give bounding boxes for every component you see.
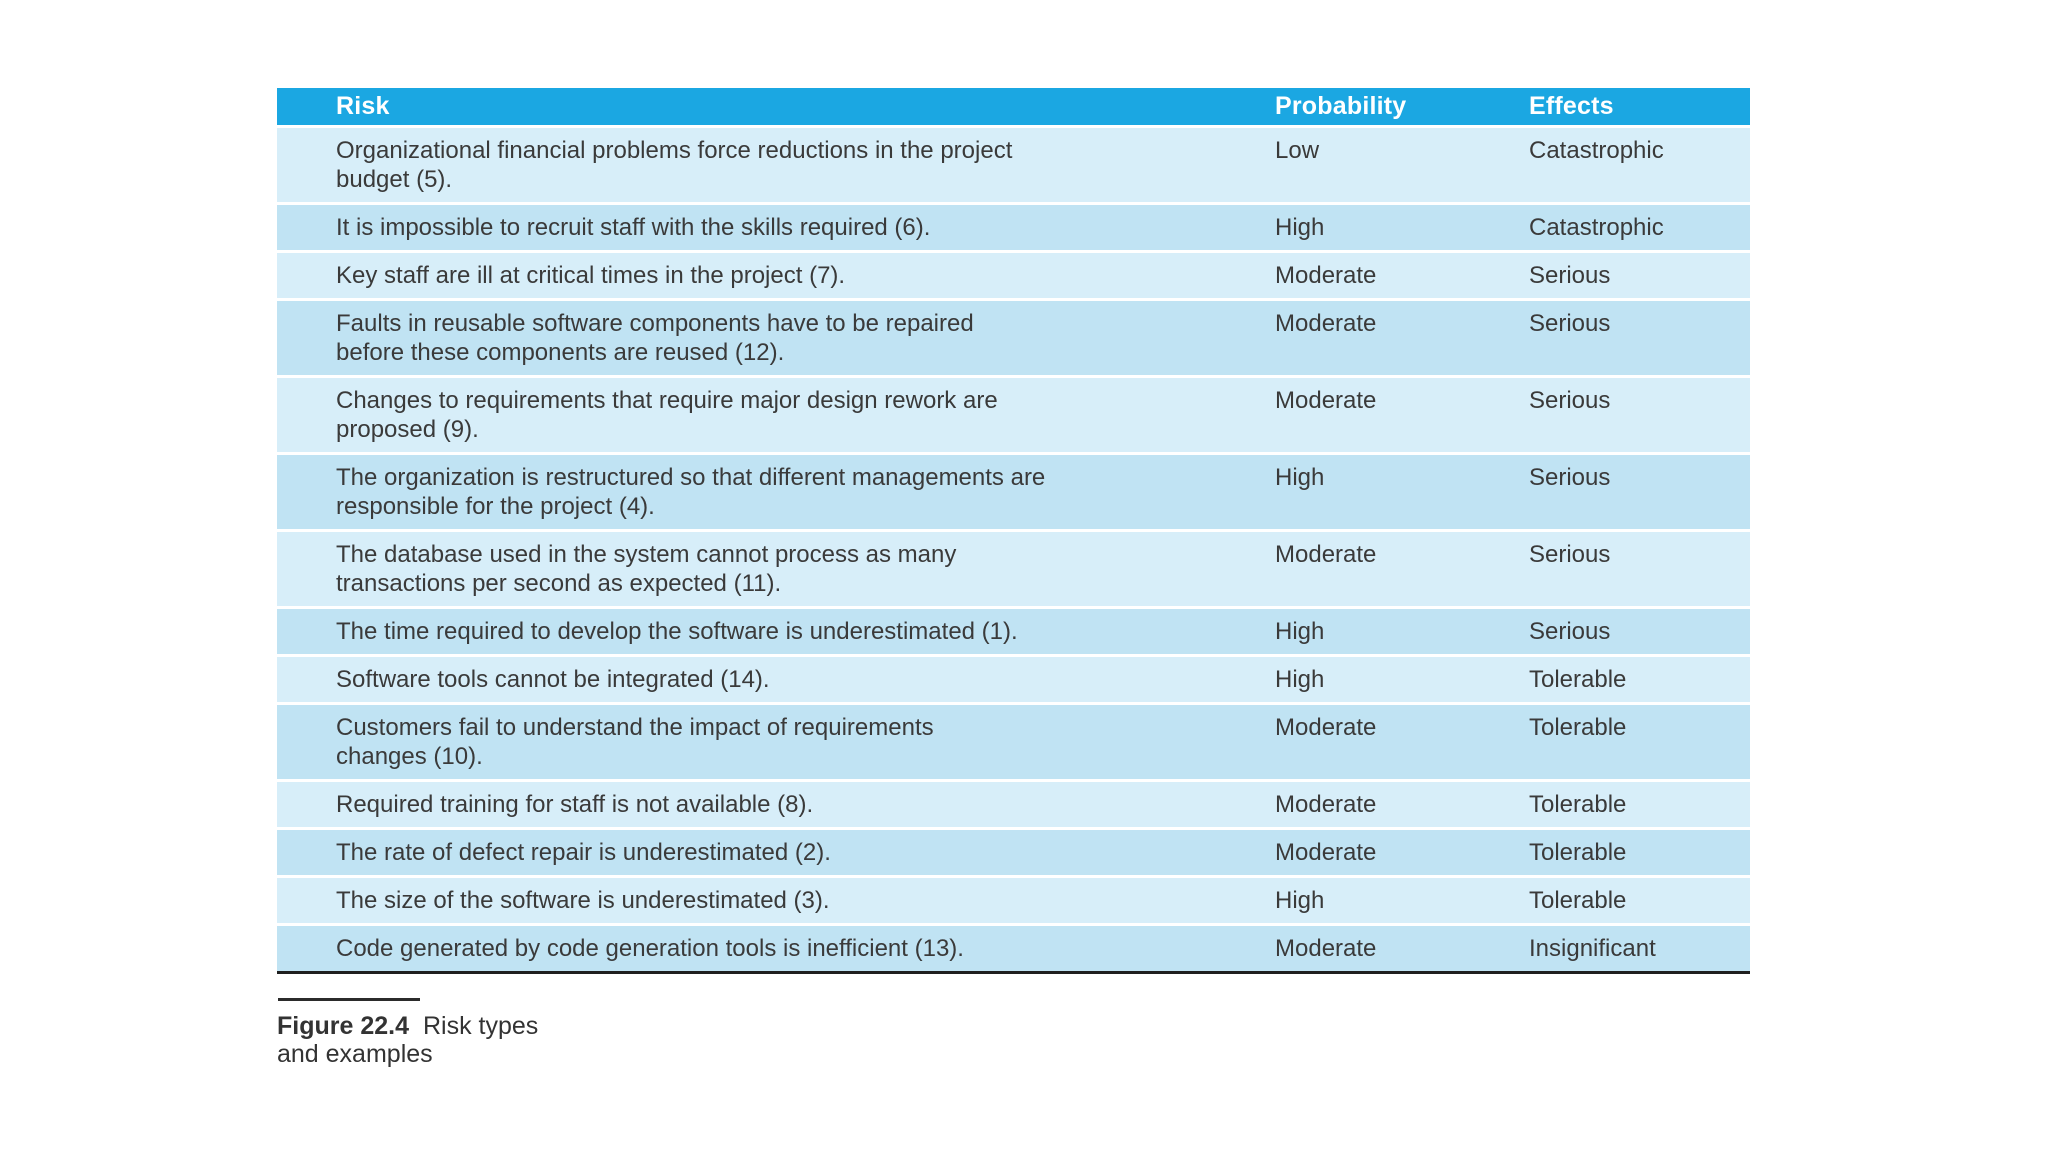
risk-cell: Customers fail to understand the impact … [336,714,934,770]
table-row: Required training for staff is not avail… [277,782,1750,827]
caption-rule [278,998,420,1001]
table-row: Key staff are ill at critical times in t… [277,253,1750,298]
risk-cell: The database used in the system cannot p… [336,541,957,597]
table-row: Faults in reusable software components h… [277,301,1750,375]
table-row: Customers fail to understand the impact … [277,705,1750,779]
probability-cell: Low [1275,137,1320,164]
probability-cell: Moderate [1275,791,1377,818]
probability-cell: High [1275,887,1325,914]
risk-cell: The rate of defect repair is underestima… [336,839,831,866]
risk-cell: The time required to develop the softwar… [336,618,1018,645]
table-body: Organizational financial problems force … [277,128,1750,971]
effects-cell: Serious [1529,262,1611,289]
effects-cell: Tolerable [1529,714,1627,741]
column-header-effects: Effects [1529,92,1614,120]
probability-cell: High [1275,618,1325,645]
effects-cell: Serious [1529,541,1611,568]
table-row: It is impossible to recruit staff with t… [277,205,1750,250]
effects-cell: Tolerable [1529,666,1627,693]
figure-caption: Figure 22.4 Risk types and examples [277,1012,538,1068]
risk-cell: The size of the software is underestimat… [336,887,830,914]
effects-cell: Tolerable [1529,839,1627,866]
table-row: The time required to develop the softwar… [277,609,1750,654]
probability-cell: High [1275,666,1325,693]
risk-cell: Key staff are ill at critical times in t… [336,262,846,289]
risk-cell: Code generated by code generation tools … [336,935,964,962]
table-row: Code generated by code generation tools … [277,926,1750,971]
effects-cell: Catastrophic [1529,137,1664,164]
effects-cell: Serious [1529,618,1611,645]
effects-cell: Tolerable [1529,887,1627,914]
table-row: The rate of defect repair is underestima… [277,830,1750,875]
probability-cell: Moderate [1275,714,1377,741]
effects-cell: Serious [1529,310,1611,337]
probability-cell: High [1275,464,1325,491]
probability-cell: Moderate [1275,387,1377,414]
risk-cell: Changes to requirements that require maj… [336,387,998,443]
figure-caption-line1: Figure 22.4 Risk types [277,1012,538,1040]
table-row: Organizational financial problems force … [277,128,1750,202]
table-row: The database used in the system cannot p… [277,532,1750,606]
effects-cell: Insignificant [1529,935,1656,962]
column-header-risk: Risk [336,92,390,120]
risk-table: Risk Probability Effects Organizational … [277,88,1750,974]
column-header-probability: Probability [1275,92,1407,120]
figure-caption-label: Figure 22.4 [277,1012,409,1040]
risk-cell: Organizational financial problems force … [336,137,1013,193]
table-row: Changes to requirements that require maj… [277,378,1750,452]
probability-cell: High [1275,214,1325,241]
figure-caption-line2: and examples [277,1040,433,1068]
probability-cell: Moderate [1275,839,1377,866]
risk-cell: Software tools cannot be integrated (14)… [336,666,770,693]
risk-cell: Faults in reusable software components h… [336,310,974,366]
probability-cell: Moderate [1275,262,1377,289]
risk-cell: Required training for staff is not avail… [336,791,814,818]
table-row: Software tools cannot be integrated (14)… [277,657,1750,702]
probability-cell: Moderate [1275,935,1377,962]
effects-cell: Serious [1529,464,1611,491]
effects-cell: Catastrophic [1529,214,1664,241]
risk-cell: It is impossible to recruit staff with t… [336,214,931,241]
table-row: The size of the software is underestimat… [277,878,1750,923]
risk-cell: The organization is restructured so that… [336,464,1046,520]
effects-cell: Tolerable [1529,791,1627,818]
table-row: The organization is restructured so that… [277,455,1750,529]
figure-caption-title: Risk types [423,1012,539,1040]
table-header-row: Risk Probability Effects [277,88,1750,125]
probability-cell: Moderate [1275,541,1377,568]
probability-cell: Moderate [1275,310,1377,337]
effects-cell: Serious [1529,387,1611,414]
